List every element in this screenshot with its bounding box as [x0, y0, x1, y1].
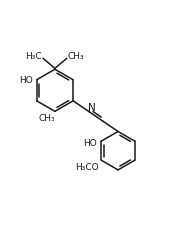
Text: HO: HO — [84, 139, 97, 148]
Text: H₃CO: H₃CO — [75, 163, 99, 172]
Text: N: N — [88, 103, 96, 113]
Text: H₃C: H₃C — [25, 52, 42, 61]
Text: HO: HO — [19, 76, 33, 85]
Text: CH₃: CH₃ — [68, 52, 84, 61]
Text: CH₃: CH₃ — [38, 113, 55, 122]
